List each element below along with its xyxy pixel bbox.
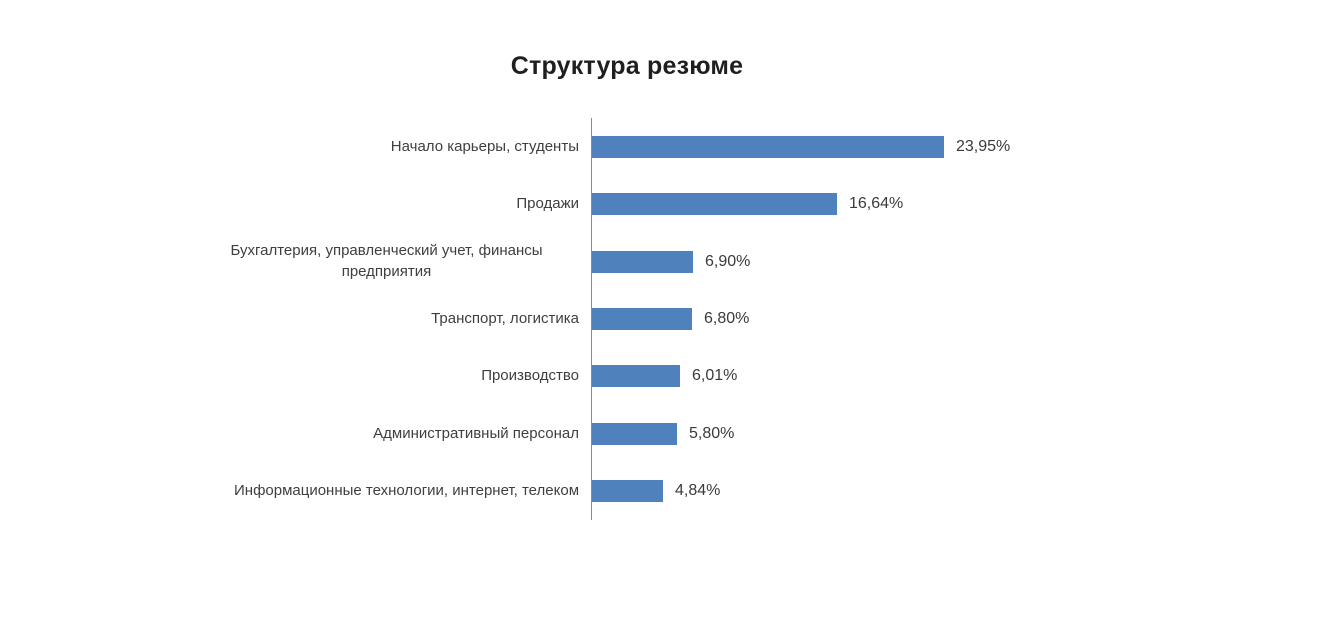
category-label: Транспорт, логистика xyxy=(431,309,579,327)
chart-row: Административный персонал 5,80% xyxy=(0,405,1328,462)
category-label: Производство xyxy=(481,367,579,385)
data-label: 6,01% xyxy=(692,367,738,385)
bar xyxy=(592,135,944,158)
data-label: 5,80% xyxy=(689,424,735,442)
chart-row: Информационные технологии, интернет, тел… xyxy=(0,463,1328,520)
bar xyxy=(592,422,677,445)
category-label: Административный персонал xyxy=(373,424,579,442)
bar xyxy=(592,193,837,216)
bar xyxy=(592,250,693,273)
chart-row: Начало карьеры, студенты 23,95% xyxy=(0,118,1328,175)
data-label: 4,84% xyxy=(675,482,721,500)
chart-row: Производство 6,01% xyxy=(0,348,1328,405)
chart-row: Транспорт, логистика 6,80% xyxy=(0,290,1328,347)
category-label: Продажи xyxy=(516,195,579,212)
data-label: 6,80% xyxy=(704,309,750,327)
data-label: 23,95% xyxy=(956,137,1011,155)
bar xyxy=(592,307,692,330)
chart-plot-area: Начало карьеры, студенты 23,95% Продажи … xyxy=(0,118,1328,520)
chart-row: Бухгалтерия, управленческий учет, финанс… xyxy=(0,233,1328,290)
category-label: Начало карьеры, студенты xyxy=(390,137,579,155)
data-label: 6,90% xyxy=(705,252,751,270)
category-label: Бухгалтерия, управленческий учет, финанс… xyxy=(230,242,543,280)
category-axis-line xyxy=(591,118,592,520)
bar xyxy=(592,480,663,503)
data-label: 16,64% xyxy=(849,195,904,213)
chart-row: Продажи 16,64% xyxy=(0,175,1328,232)
chart-title: Структура резюме xyxy=(510,52,744,80)
category-label: Информационные технологии, интернет, тел… xyxy=(234,482,579,500)
bar xyxy=(592,365,680,388)
